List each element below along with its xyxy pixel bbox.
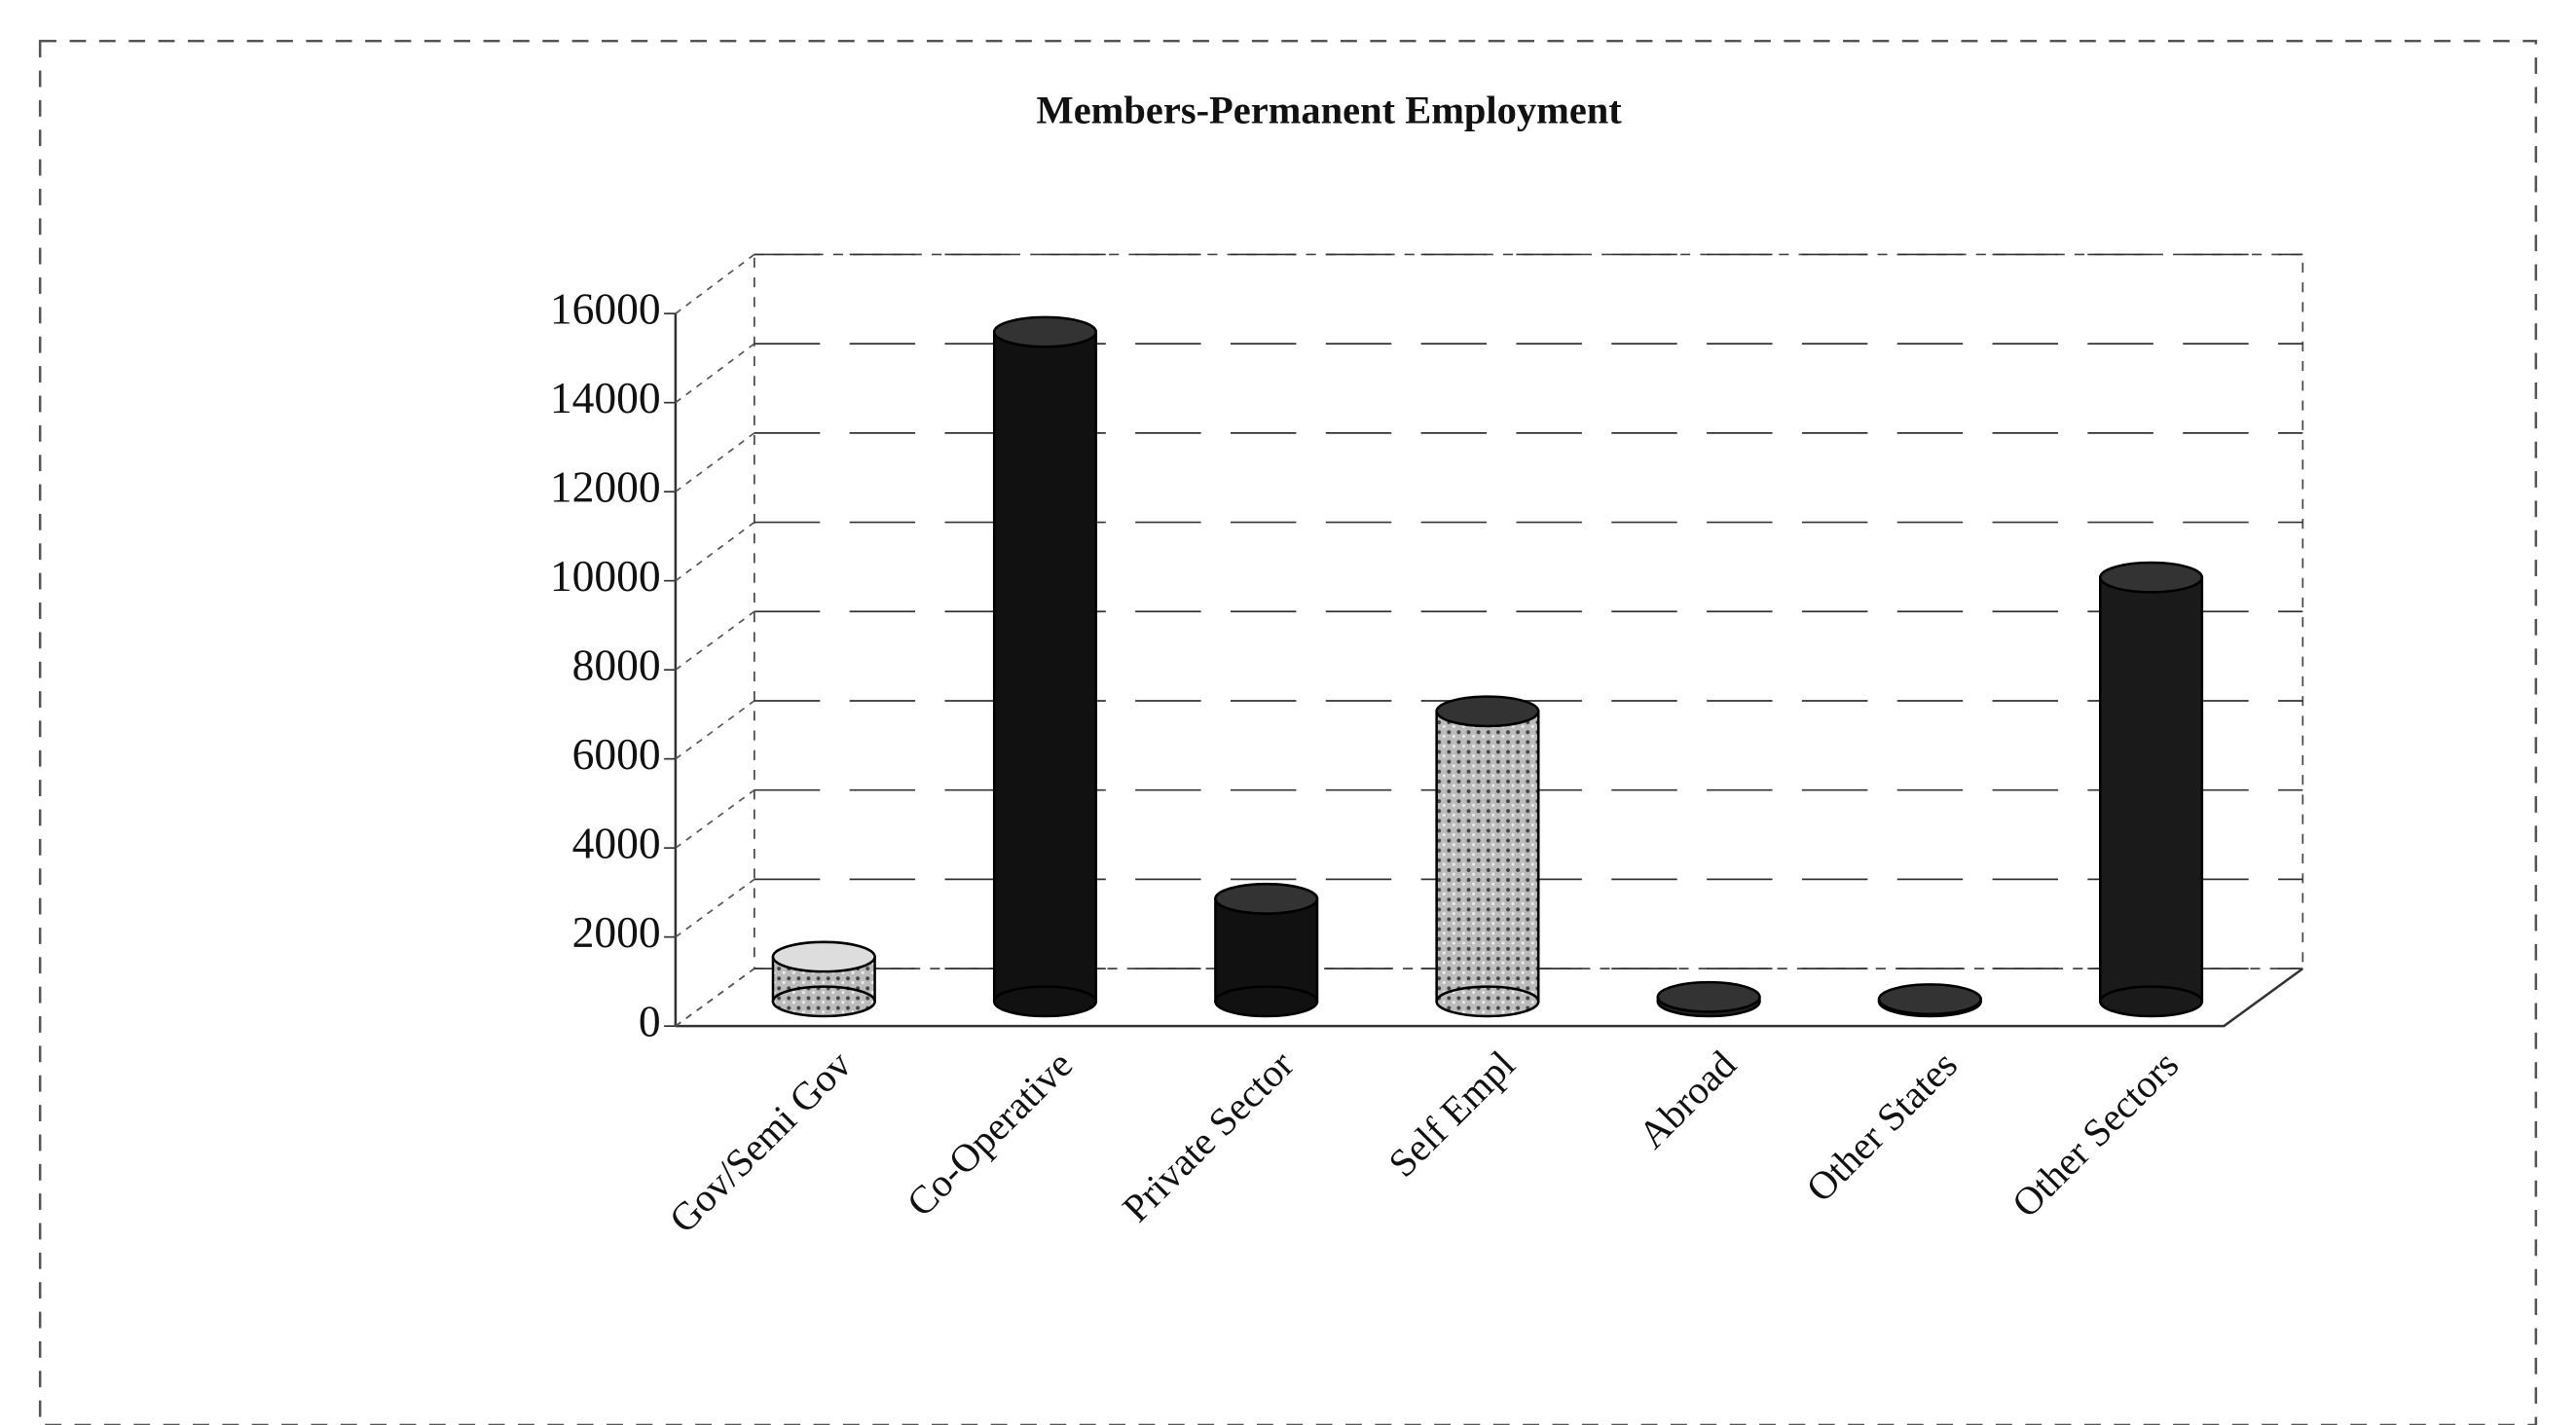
bar (1435, 695, 1540, 1018)
bar (1214, 882, 1319, 1018)
y-tick-label: 4000 (572, 819, 661, 868)
bar-body (992, 330, 1098, 1004)
floor (675, 968, 2304, 1028)
chart-title: Members-Permanent Employment (1037, 88, 1623, 131)
bar-base (1435, 985, 1540, 1018)
grid-diagonal (675, 521, 755, 582)
grid-diagonal (675, 253, 755, 314)
grid-diagonal (675, 343, 755, 404)
grid-diagonal (675, 789, 755, 849)
bar-top (2099, 561, 2204, 594)
bar-base (771, 985, 876, 1018)
bar-base (1214, 985, 1319, 1018)
x-tick-label: Private Sector (1114, 1041, 1303, 1230)
bar-body (1435, 710, 1540, 1004)
grid-diagonal (675, 878, 755, 938)
x-tick-label: Co-Operative (899, 1042, 1082, 1225)
y-tick-label: 2000 (572, 907, 661, 957)
bar-top (992, 315, 1098, 348)
bar-top (771, 940, 876, 973)
y-tick-label: 6000 (572, 729, 661, 779)
bar (992, 315, 1098, 1018)
bar (1877, 983, 1982, 1018)
bar-base (2099, 985, 2204, 1018)
frame (38, 39, 2538, 1425)
y-tick-label: 14000 (550, 373, 661, 422)
x-tick-label: Self Empl (1380, 1042, 1524, 1186)
x-tick-label: Gov/Semi Gov (661, 1041, 861, 1241)
bar-body (1214, 897, 1319, 1004)
grid-diagonal (675, 700, 755, 760)
grid-diagonal (675, 610, 755, 671)
x-tick-label: Other States (1798, 1042, 1966, 1210)
bar-top (1656, 980, 1761, 1013)
y-tick-label: 16000 (550, 284, 661, 334)
y-tick-label: 8000 (572, 640, 661, 690)
y-tick-label: 10000 (550, 551, 661, 601)
y-tick-label: 12000 (550, 462, 661, 512)
x-tick-label: Other Sectors (2004, 1042, 2187, 1225)
grid-diagonal (675, 432, 755, 493)
bar-body (2099, 575, 2204, 1004)
bar (1656, 980, 1761, 1018)
grid-diagonal (675, 968, 755, 1027)
bar-base (992, 985, 1098, 1018)
bar (2099, 561, 2204, 1018)
bar (771, 940, 876, 1018)
bar-top (1877, 983, 1982, 1015)
x-tick-label: Abroad (1630, 1042, 1745, 1157)
y-tick-label: 0 (639, 997, 661, 1046)
bar-top (1435, 695, 1540, 728)
bar-top (1214, 882, 1319, 915)
